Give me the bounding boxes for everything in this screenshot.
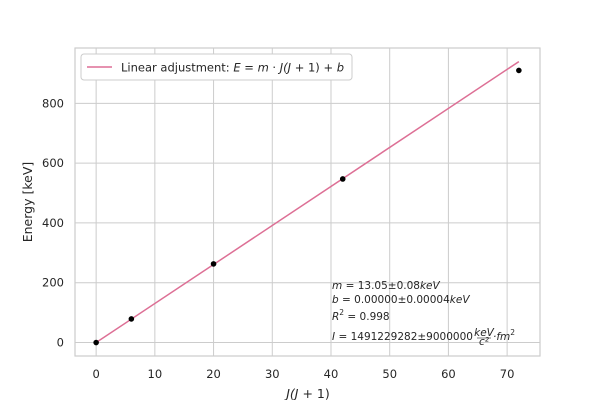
x-tick-label: 60 xyxy=(441,367,456,381)
annotation-i-frac-num: keV xyxy=(474,327,495,339)
x-tick-label: 0 xyxy=(92,367,99,381)
annotation-i-unit-sup: 2 xyxy=(510,328,515,337)
annotation-r2-value: = 0.998 xyxy=(344,311,390,323)
annotation-m-unit: keV xyxy=(420,280,441,292)
legend-eq-paren: (J xyxy=(283,61,291,75)
x-tick-label: 70 xyxy=(500,367,515,381)
data-point xyxy=(339,176,346,182)
legend-eq-dot: · xyxy=(269,61,280,75)
annotation-i-frac-den: c² xyxy=(479,336,490,348)
grid xyxy=(75,48,540,356)
legend-label-prefix: Linear adjustment: xyxy=(121,61,233,75)
legend-eq-j: J xyxy=(278,61,284,75)
x-tick-label: 40 xyxy=(324,367,339,381)
legend-eq-plus: + 1) + xyxy=(291,61,337,75)
series-layer xyxy=(93,60,522,346)
y-tick-label: 600 xyxy=(42,156,64,170)
data-point xyxy=(210,261,217,267)
legend-eq-b: b xyxy=(337,61,344,75)
legend-eq-m: m xyxy=(258,61,269,75)
x-axis-label-paren: (J xyxy=(290,386,299,400)
y-tick-label: 0 xyxy=(57,336,64,350)
annotation-r2: R2 = 0.998 xyxy=(332,308,390,323)
fit-annotation: m = 13.05±0.08keV b = 0.00000±0.00004keV… xyxy=(332,280,515,348)
annotation-b-unit: keV xyxy=(450,294,471,306)
y-tick-label: 200 xyxy=(42,276,64,290)
x-axis-label: J(J + 1) xyxy=(283,386,330,400)
annotation-r2-sup: 2 xyxy=(339,308,344,317)
fit-line xyxy=(95,60,520,344)
x-tick-label: 20 xyxy=(206,367,221,381)
data-point xyxy=(93,339,99,346)
x-tick-label: 10 xyxy=(148,367,163,381)
data-point xyxy=(128,316,135,322)
annotation-b: b = 0.00000±0.00004keV xyxy=(332,294,470,306)
x-tick-label: 50 xyxy=(382,367,397,381)
x-axis-ticks: 0 10 20 30 40 50 60 70 xyxy=(92,367,514,381)
legend-eq-equals: = xyxy=(241,61,258,75)
annotation-m: m = 13.05±0.08keV xyxy=(332,280,440,292)
annotation-b-value: = 0.00000±0.00004 xyxy=(339,294,450,306)
y-axis-ticks: 0 200 400 600 800 xyxy=(42,96,64,349)
y-axis-label: Energy [keV] xyxy=(20,162,35,243)
annotation-b-var: b xyxy=(332,294,339,306)
annotation-i: I = 1491229282±9000000 xyxy=(332,331,473,343)
annotation-i-unit: ·fm2 xyxy=(493,328,515,343)
annotation-m-var: m xyxy=(332,280,342,292)
x-axis-label-j: J xyxy=(283,386,290,400)
legend-box xyxy=(80,53,353,81)
plot-frame xyxy=(74,47,541,357)
annotation-r2-var: R xyxy=(332,311,339,323)
annotation-i-var: I xyxy=(332,331,335,343)
x-axis-label-suffix: + 1) xyxy=(299,386,330,400)
annotation-i-unit-text: ·fm xyxy=(493,331,510,343)
legend-label: Linear adjustment: E = m · J(J + 1) + b xyxy=(121,61,344,75)
annotation-m-value: = 13.05±0.08 xyxy=(342,280,420,292)
y-tick-label: 800 xyxy=(42,96,64,110)
annotation-i-value: = 1491229282±9000000 xyxy=(335,331,473,343)
legend: Linear adjustment: E = m · J(J + 1) + b xyxy=(80,53,353,81)
y-tick-label: 400 xyxy=(42,216,64,230)
legend-eq-e: E xyxy=(233,61,241,75)
x-tick-label: 30 xyxy=(265,367,280,381)
data-point xyxy=(516,67,522,74)
